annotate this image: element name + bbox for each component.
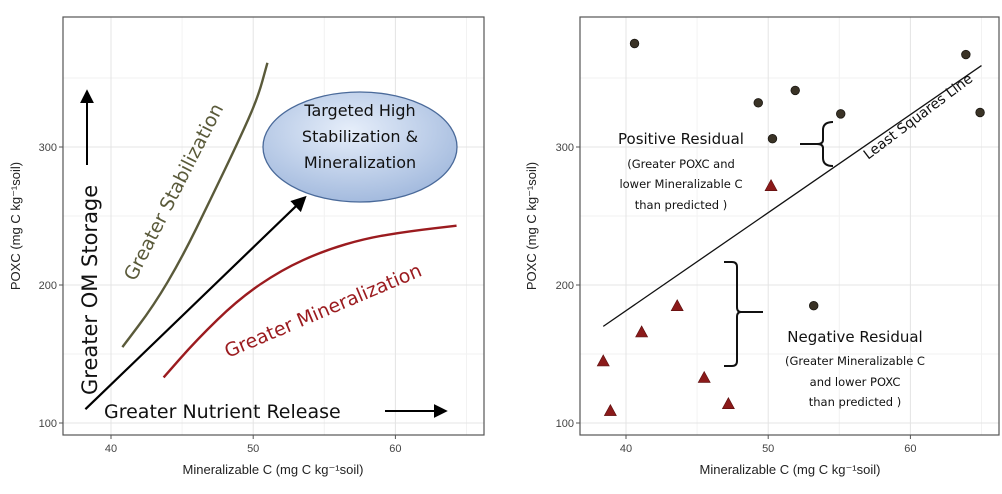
negative-bracket: [724, 261, 763, 367]
x-tick-label: 50: [762, 443, 774, 455]
target-ellipse: [262, 91, 458, 203]
circle-point: [767, 134, 778, 144]
negative-residual-desc-3: than predicted ): [809, 395, 901, 409]
left-panel: 40 50 60 100 200 300 Mineralizable C (mg C kg…: [8, 16, 485, 477]
circle-point: [975, 107, 985, 118]
left-curves: [121, 62, 457, 379]
y-tick-label: 300: [556, 142, 574, 154]
x-tick-label: 40: [620, 443, 632, 455]
mineralization-label: Greater Mineralization: [221, 260, 425, 363]
triangle-point: [603, 403, 617, 416]
stabilization-label: Greater Stabilization: [120, 100, 228, 284]
y-tick-label: 200: [39, 280, 57, 292]
nutrient-release-label: Greater Nutrient Release: [104, 401, 341, 423]
right-x-axis-label: Mineralizable C (mg C kg⁻¹soil): [700, 462, 881, 477]
negative-residual-desc-2: and lower POXC: [810, 375, 901, 389]
positive-residual-desc-2: lower Mineralizable C: [619, 177, 742, 191]
triangle-point: [670, 299, 684, 311]
left-y-axis-label: POXC (mg C kg⁻¹soil): [8, 162, 23, 290]
x-tick-label: 60: [904, 443, 916, 455]
triangle-point: [721, 397, 735, 409]
circle-point: [836, 109, 846, 119]
right-grid: [580, 17, 999, 435]
circle-point: [961, 49, 971, 60]
positive-residual-desc-1: (Greater POXC and: [627, 157, 735, 171]
least-squares-line: [602, 65, 982, 327]
positive-residual-title: Positive Residual: [618, 130, 744, 148]
left-plot-frame: [62, 16, 485, 436]
right-y-axis-label: POXC (mg C kg⁻¹soil): [524, 162, 539, 290]
y-tick-label: 300: [39, 142, 57, 154]
right-ticks: 40 50 60 100 200 300: [556, 142, 917, 455]
least-squares-label: Least Squares Line: [861, 71, 976, 163]
positive-residual-desc-3: than predicted ): [635, 198, 727, 212]
triangle-point: [596, 354, 610, 367]
ellipse-line-2: Stabilization &: [302, 127, 418, 146]
diagonal-arrow: [84, 195, 307, 410]
circle-point: [809, 301, 819, 311]
circle-point: [753, 98, 763, 108]
y-tick-label: 200: [556, 280, 574, 292]
triangle-point: [635, 325, 649, 338]
om-storage-label: Greater OM Storage: [78, 185, 102, 395]
y-tick-label: 100: [556, 418, 574, 430]
left-ticks: 40 50 60 100 200 300: [39, 142, 402, 455]
x-tick-label: 40: [105, 443, 117, 455]
x-tick-label: 60: [389, 443, 401, 455]
triangle-point: [764, 179, 778, 191]
right-panel: 40 50 60 100 200 300 Mineralizable C (mg C kg…: [524, 16, 1000, 477]
left-grid: [63, 17, 484, 435]
x-tick-label: 50: [247, 443, 259, 455]
greater-stabilization-curve: [121, 62, 269, 348]
scatter-points: [596, 38, 985, 416]
triangle-point: [697, 370, 711, 383]
greater-mineralization-curve: [162, 224, 457, 379]
circle-point: [790, 85, 800, 96]
positive-bracket: [800, 121, 834, 167]
left-x-axis-label: Mineralizable C (mg C kg⁻¹soil): [183, 462, 364, 477]
circle-point: [629, 38, 640, 49]
ellipse-line-3: Mineralization: [304, 153, 416, 172]
y-tick-label: 100: [39, 418, 57, 430]
ellipse-line-1: Targeted High: [303, 101, 415, 120]
right-plot-frame: [579, 16, 1000, 436]
negative-residual-desc-1: (Greater Mineralizable C: [785, 354, 925, 368]
negative-residual-title: Negative Residual: [787, 328, 922, 346]
